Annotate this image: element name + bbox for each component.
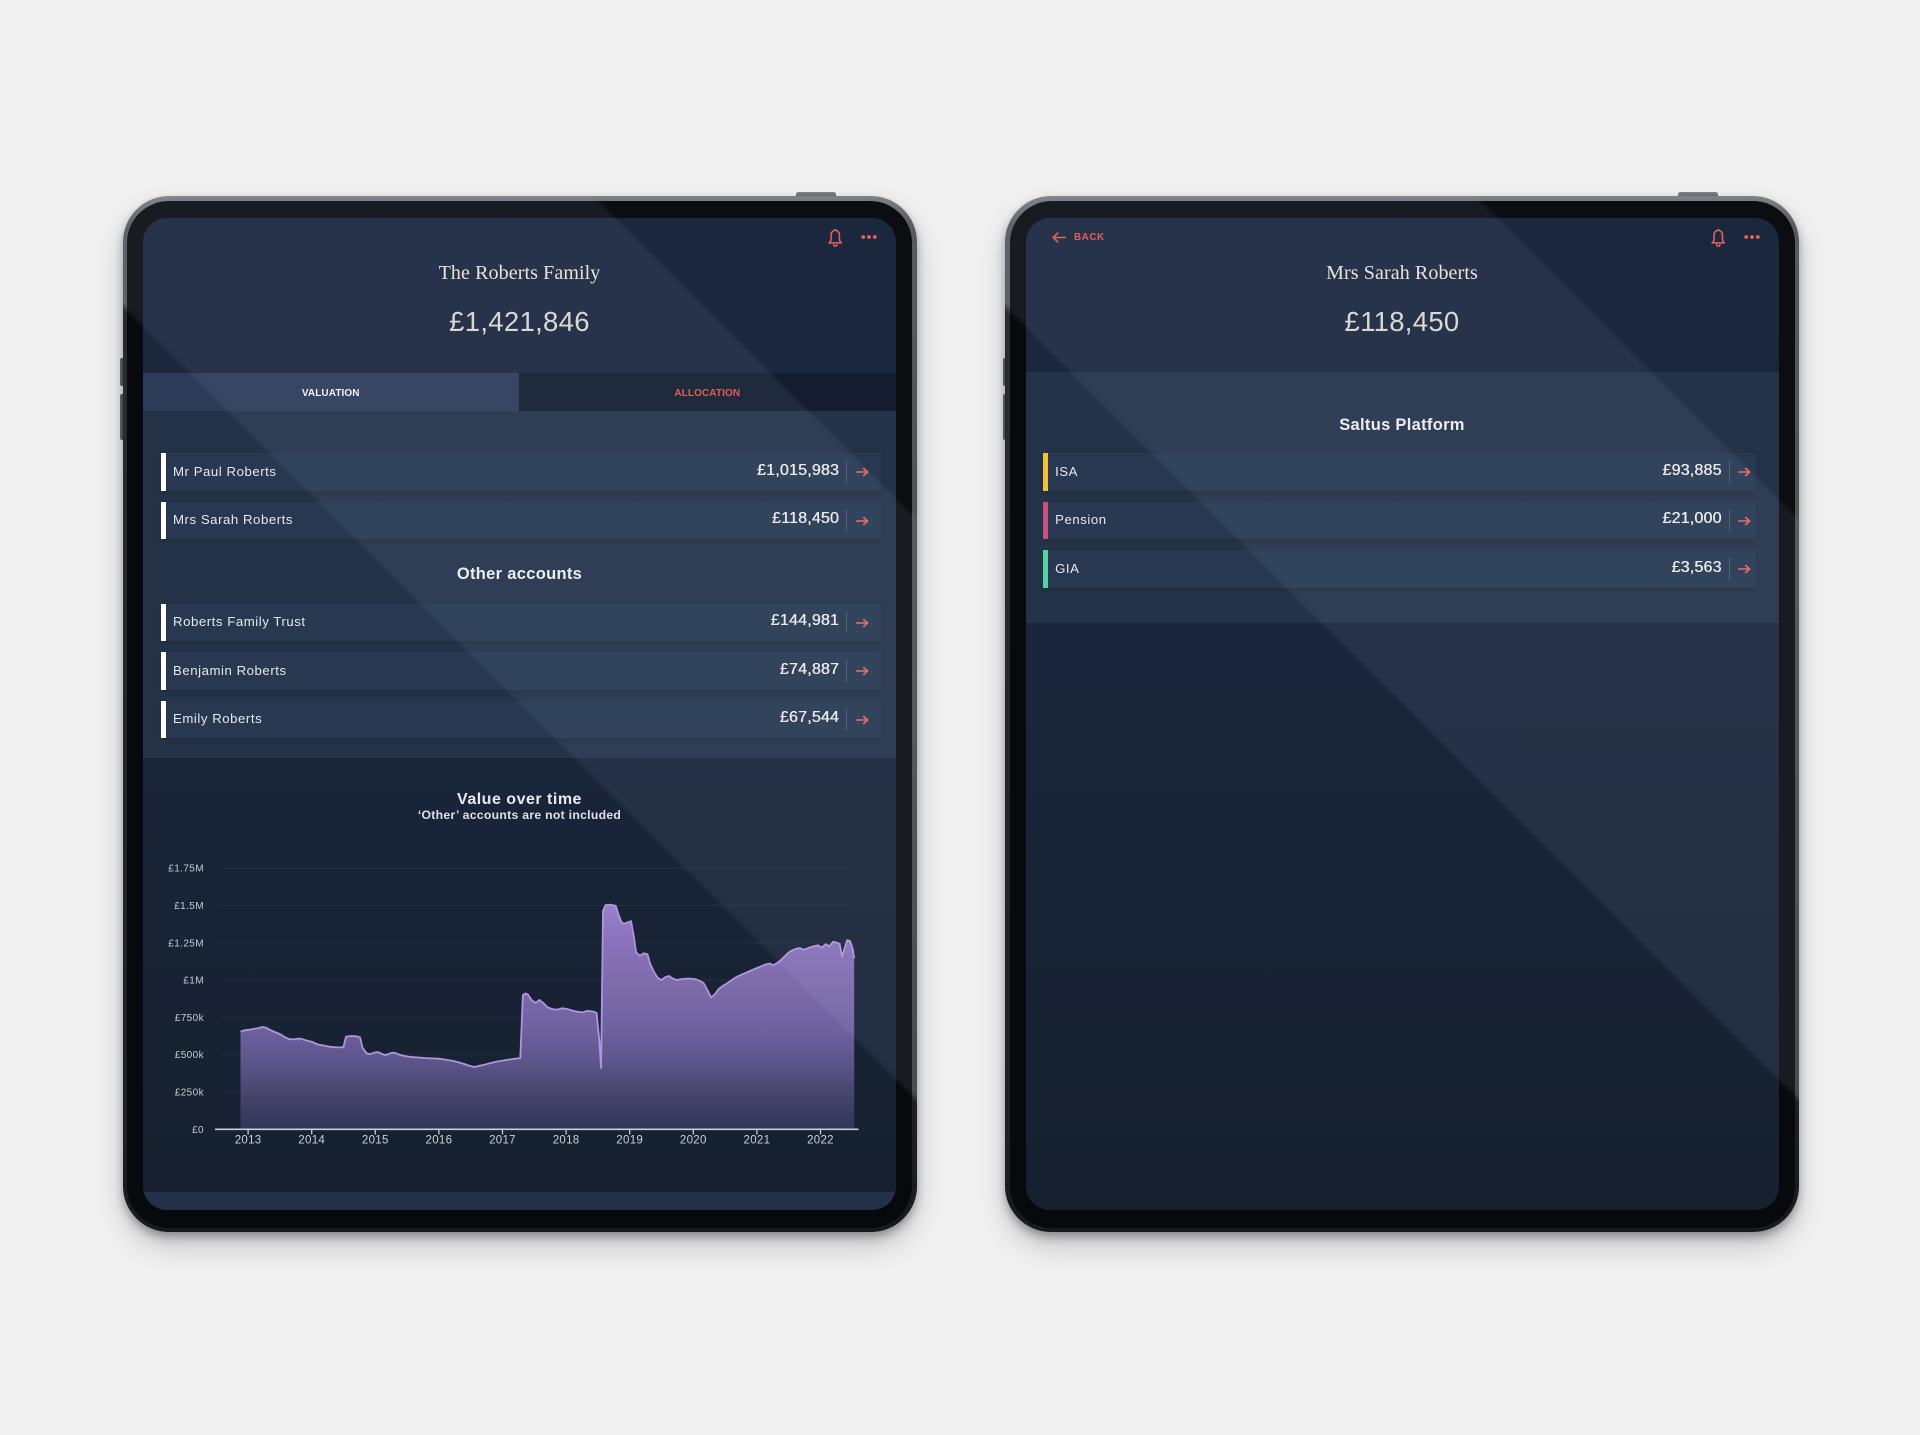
svg-text:2021: 2021 <box>744 1135 771 1147</box>
svg-text:£1.25M: £1.25M <box>168 938 204 949</box>
svg-text:£250k: £250k <box>175 1088 205 1099</box>
svg-text:£500k: £500k <box>175 1050 205 1061</box>
svg-text:2020: 2020 <box>680 1135 707 1147</box>
svg-text:2019: 2019 <box>616 1135 643 1147</box>
svg-text:£750k: £750k <box>175 1013 205 1024</box>
svg-text:2022: 2022 <box>807 1135 834 1147</box>
svg-text:2015: 2015 <box>362 1135 389 1147</box>
svg-text:£0: £0 <box>192 1125 204 1136</box>
svg-text:2016: 2016 <box>426 1135 453 1147</box>
svg-text:£1M: £1M <box>183 976 204 987</box>
svg-text:2017: 2017 <box>489 1135 516 1147</box>
svg-text:2014: 2014 <box>298 1135 325 1147</box>
svg-text:£1.75M: £1.75M <box>168 864 204 875</box>
svg-text:2013: 2013 <box>235 1135 262 1147</box>
svg-text:£1.5M: £1.5M <box>174 901 204 912</box>
svg-text:2018: 2018 <box>553 1135 580 1147</box>
